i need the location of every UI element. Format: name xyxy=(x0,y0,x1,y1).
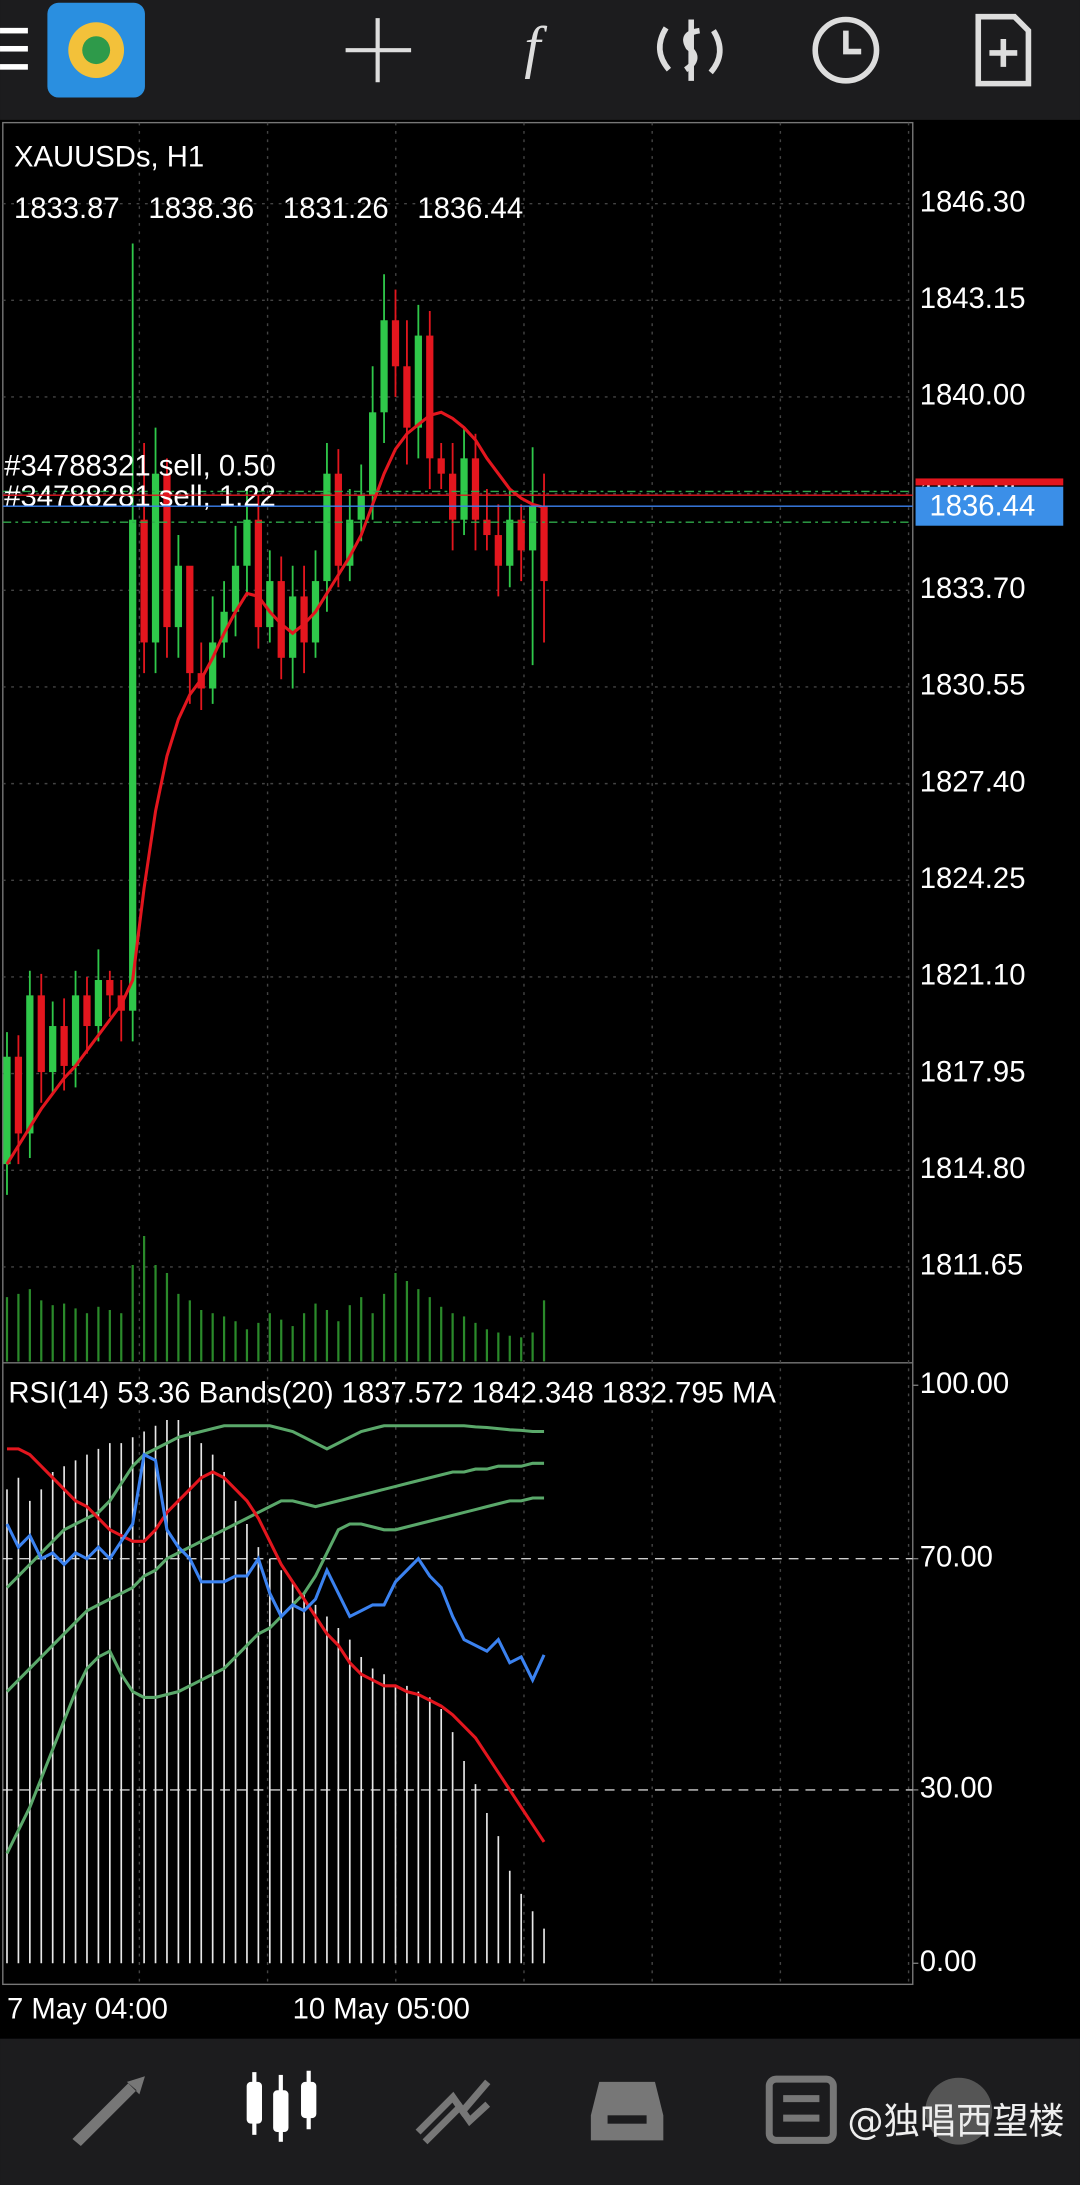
candle-body xyxy=(37,995,45,1073)
history-button[interactable] xyxy=(812,16,880,84)
bid-tag xyxy=(915,486,1064,526)
trade-button[interactable] xyxy=(657,19,723,81)
candle-body xyxy=(346,519,354,566)
candle-body xyxy=(140,519,148,643)
candle-body xyxy=(528,506,537,551)
candle-body xyxy=(186,565,194,674)
crosshair-button[interactable] xyxy=(345,18,412,83)
candle-body xyxy=(449,473,457,520)
candle-body xyxy=(540,506,548,582)
trade-tab[interactable] xyxy=(415,2079,491,2145)
bid-label: 1836.44 xyxy=(929,490,1035,522)
candle-body xyxy=(151,473,160,643)
candle-body xyxy=(3,1056,11,1165)
candle-body xyxy=(163,473,171,628)
candle-body xyxy=(369,412,377,496)
chart: 1846.301843.151840.001836.851833.701830.… xyxy=(2,122,1064,2026)
band-line xyxy=(5,1496,545,1855)
ma-line xyxy=(5,410,545,1165)
price-tick-label: 1843.15 xyxy=(920,283,1026,315)
candle-body xyxy=(483,519,491,536)
candle-body xyxy=(129,519,137,1011)
top-bar xyxy=(0,0,1080,120)
candle-body xyxy=(437,458,445,474)
ask-marker xyxy=(915,478,1064,486)
candle-body xyxy=(254,519,262,628)
settings-tab[interactable] xyxy=(925,2077,993,2145)
candle-body xyxy=(94,980,103,1027)
rsi-tick-label: 70.00 xyxy=(920,1541,993,1573)
band-line xyxy=(5,1424,545,1589)
candle-body xyxy=(277,581,285,658)
ohlc-value: 1833.87 xyxy=(14,193,120,225)
candle-body xyxy=(403,366,411,428)
history-tab[interactable] xyxy=(590,2081,664,2141)
candle-body xyxy=(334,473,342,566)
watermark: @独唱西望楼 xyxy=(847,2100,1064,2143)
bottom-bar xyxy=(0,2038,1080,2185)
chart-title: XAUUSDs, H1 xyxy=(14,142,204,174)
candle-body xyxy=(266,581,274,628)
ohlc-value: 1838.36 xyxy=(148,193,254,225)
candle-body xyxy=(494,535,502,566)
price-tick-label: 1833.70 xyxy=(920,573,1026,605)
quotes-tab[interactable] xyxy=(72,2076,145,2146)
price-tick-label: 1811.65 xyxy=(920,1250,1024,1282)
candle-body xyxy=(506,519,514,566)
price-tick-label: 1830.55 xyxy=(920,670,1026,702)
band-line xyxy=(5,1461,545,1693)
candle-body xyxy=(71,995,80,1066)
chart-frame xyxy=(2,121,914,1986)
candle-body xyxy=(106,980,114,996)
rsi-line xyxy=(5,1452,546,1684)
candle-body xyxy=(83,995,91,1027)
candle-body xyxy=(174,565,183,628)
candle-body xyxy=(357,495,365,520)
candle-body xyxy=(426,335,434,459)
candle-body xyxy=(14,1056,23,1134)
messages-tab[interactable] xyxy=(765,2075,837,2144)
time-label: 10 May 05:00 xyxy=(293,1994,470,2026)
candle-body xyxy=(460,458,468,520)
chart-tab[interactable] xyxy=(246,2070,317,2142)
candle-body xyxy=(209,642,217,689)
candle-body xyxy=(414,335,422,428)
candle-body xyxy=(26,995,34,1134)
ohlc-value: 1831.26 xyxy=(283,193,389,225)
rsi-tick-label: 100.00 xyxy=(920,1368,1009,1400)
candle-body xyxy=(49,1026,57,1073)
candle-body xyxy=(380,320,388,413)
candle-body xyxy=(323,473,331,582)
ohlc-value: 1836.44 xyxy=(417,193,523,225)
candle-body xyxy=(300,596,308,643)
indicator-header: RSI(14) 53.36 Bands(20) 1837.572 1842.34… xyxy=(8,1378,776,1410)
order-label: #34788281 sell, 1.22 xyxy=(4,481,276,513)
candle-body xyxy=(231,565,240,612)
price-tick-label: 1821.10 xyxy=(920,960,1026,992)
price-tick-label: 1824.25 xyxy=(920,863,1026,895)
time-label: 7 May 04:00 xyxy=(7,1994,168,2026)
candle-body xyxy=(243,519,251,566)
signal-line xyxy=(6,1447,546,1843)
candle-body xyxy=(60,1026,68,1066)
new-order-button[interactable] xyxy=(975,13,1032,87)
candle-body xyxy=(289,596,297,658)
candle-body xyxy=(471,458,480,520)
app-icon[interactable] xyxy=(47,2,145,98)
price-tick-label: 1827.40 xyxy=(920,766,1026,798)
menu-button[interactable] xyxy=(0,27,28,70)
price-tick-label: 1817.95 xyxy=(920,1056,1026,1088)
order-label: #34788321 sell, 0.50 xyxy=(4,451,276,483)
candle-body xyxy=(391,320,400,367)
price-tick-label: 1846.30 xyxy=(920,186,1026,218)
candle-body xyxy=(517,519,525,551)
rsi-tick-label: 30.00 xyxy=(920,1773,993,1805)
price-tick-label: 1814.80 xyxy=(920,1153,1026,1185)
rsi-tick-label: 0.00 xyxy=(920,1946,977,1978)
candle-body xyxy=(220,611,228,643)
price-tick-label: 1840.00 xyxy=(920,380,1026,412)
